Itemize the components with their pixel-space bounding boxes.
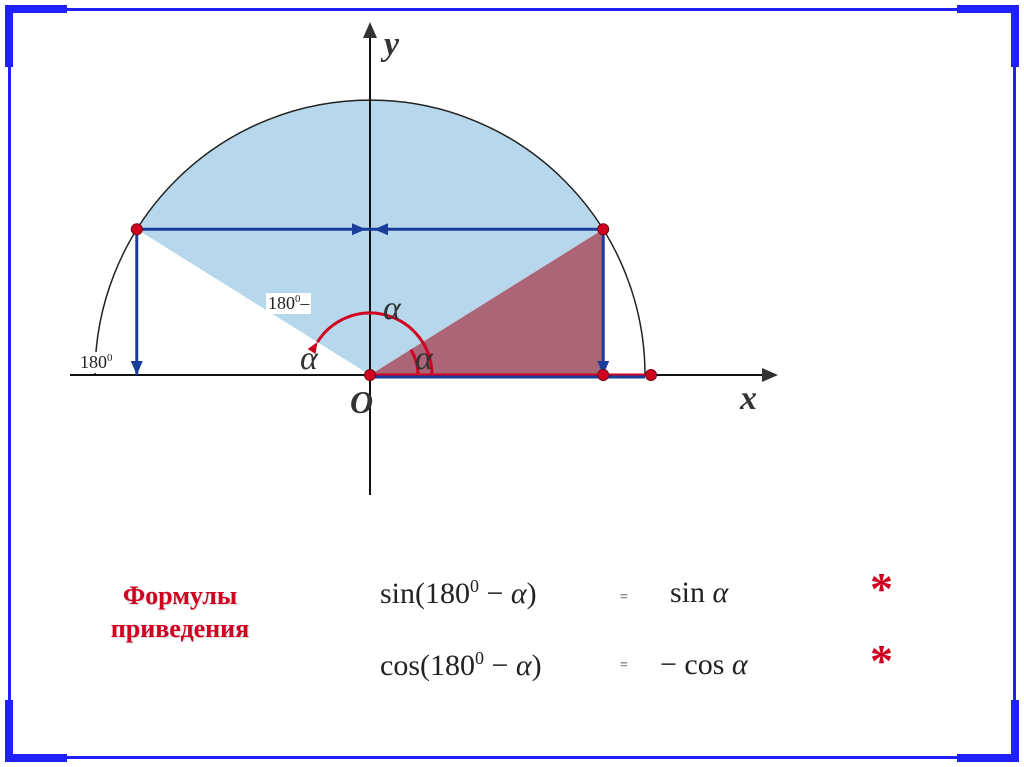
y-axis-label: y	[384, 26, 399, 64]
origin-label: O	[350, 384, 373, 421]
cos-rhs: − cos α	[660, 648, 748, 682]
sin-lhs: sin(1800 − α)	[380, 576, 537, 611]
label-180-base: 180	[80, 352, 107, 372]
reduction-title: Формулы приведения	[80, 580, 280, 645]
title-line1: Формулы	[80, 580, 280, 613]
title-line2: приведения	[80, 613, 280, 646]
sin-rhs: sin α	[670, 576, 728, 610]
label-180-minus: 1800–	[266, 293, 311, 314]
star-1: *	[870, 562, 893, 615]
x-axis-label: x	[740, 380, 757, 418]
label-180-minus-base: 180	[268, 293, 295, 313]
label-180: 1800	[78, 352, 114, 373]
cos-lhs: cos(1800 − α)	[380, 648, 542, 683]
label-180-sup: 0	[107, 352, 112, 364]
star-2: *	[870, 634, 893, 687]
cos-eq: =	[620, 658, 628, 674]
label-180-minus-dash: –	[300, 293, 309, 313]
sin-eq: =	[620, 590, 628, 606]
alpha-right-label: α	[415, 340, 433, 378]
alpha-mid-label: α	[383, 290, 401, 328]
alpha-left-label: α	[300, 340, 318, 378]
